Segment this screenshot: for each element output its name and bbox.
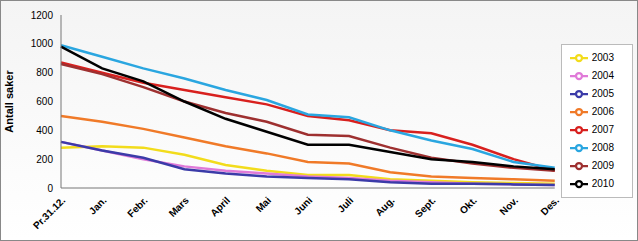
html-text:2006: 2006: [591, 105, 614, 117]
html-text:2009: 2009: [591, 159, 614, 171]
svg-text:Jan.: Jan.: [87, 195, 109, 217]
svg-text:200: 200: [36, 154, 53, 165]
svg-text:Pr.31.12.: Pr.31.12.: [31, 195, 68, 232]
svg-text:Mai: Mai: [254, 195, 274, 215]
svg-text:Juli: Juli: [335, 195, 355, 215]
svg-text:600: 600: [36, 96, 53, 107]
svg-text:Febr.: Febr.: [125, 195, 150, 220]
svg-text:Sept.: Sept.: [413, 195, 438, 220]
html-text:2005: 2005: [591, 87, 614, 99]
svg-text:1000: 1000: [31, 38, 54, 49]
svg-text:400: 400: [36, 125, 53, 136]
svg-text:April: April: [208, 195, 232, 219]
html-text:2007: 2007: [591, 123, 614, 135]
html-text:2010: 2010: [591, 177, 614, 189]
svg-text:Okt.: Okt.: [457, 195, 479, 217]
svg-text:Des.: Des.: [538, 195, 561, 218]
svg-text:800: 800: [36, 67, 53, 78]
svg-text:Aug.: Aug.: [373, 195, 397, 219]
svg-text:Nov.: Nov.: [497, 195, 520, 218]
svg-text:Antall saker: Antall saker: [8, 70, 15, 133]
html-text:2004: 2004: [591, 69, 614, 81]
html-text:2003: 2003: [591, 51, 614, 63]
svg-text:Juni: Juni: [292, 195, 314, 217]
html-text:2008: 2008: [591, 141, 614, 153]
svg-text:0: 0: [47, 183, 53, 194]
svg-text:1200: 1200: [31, 10, 54, 21]
svg-text:Mars: Mars: [167, 194, 192, 219]
